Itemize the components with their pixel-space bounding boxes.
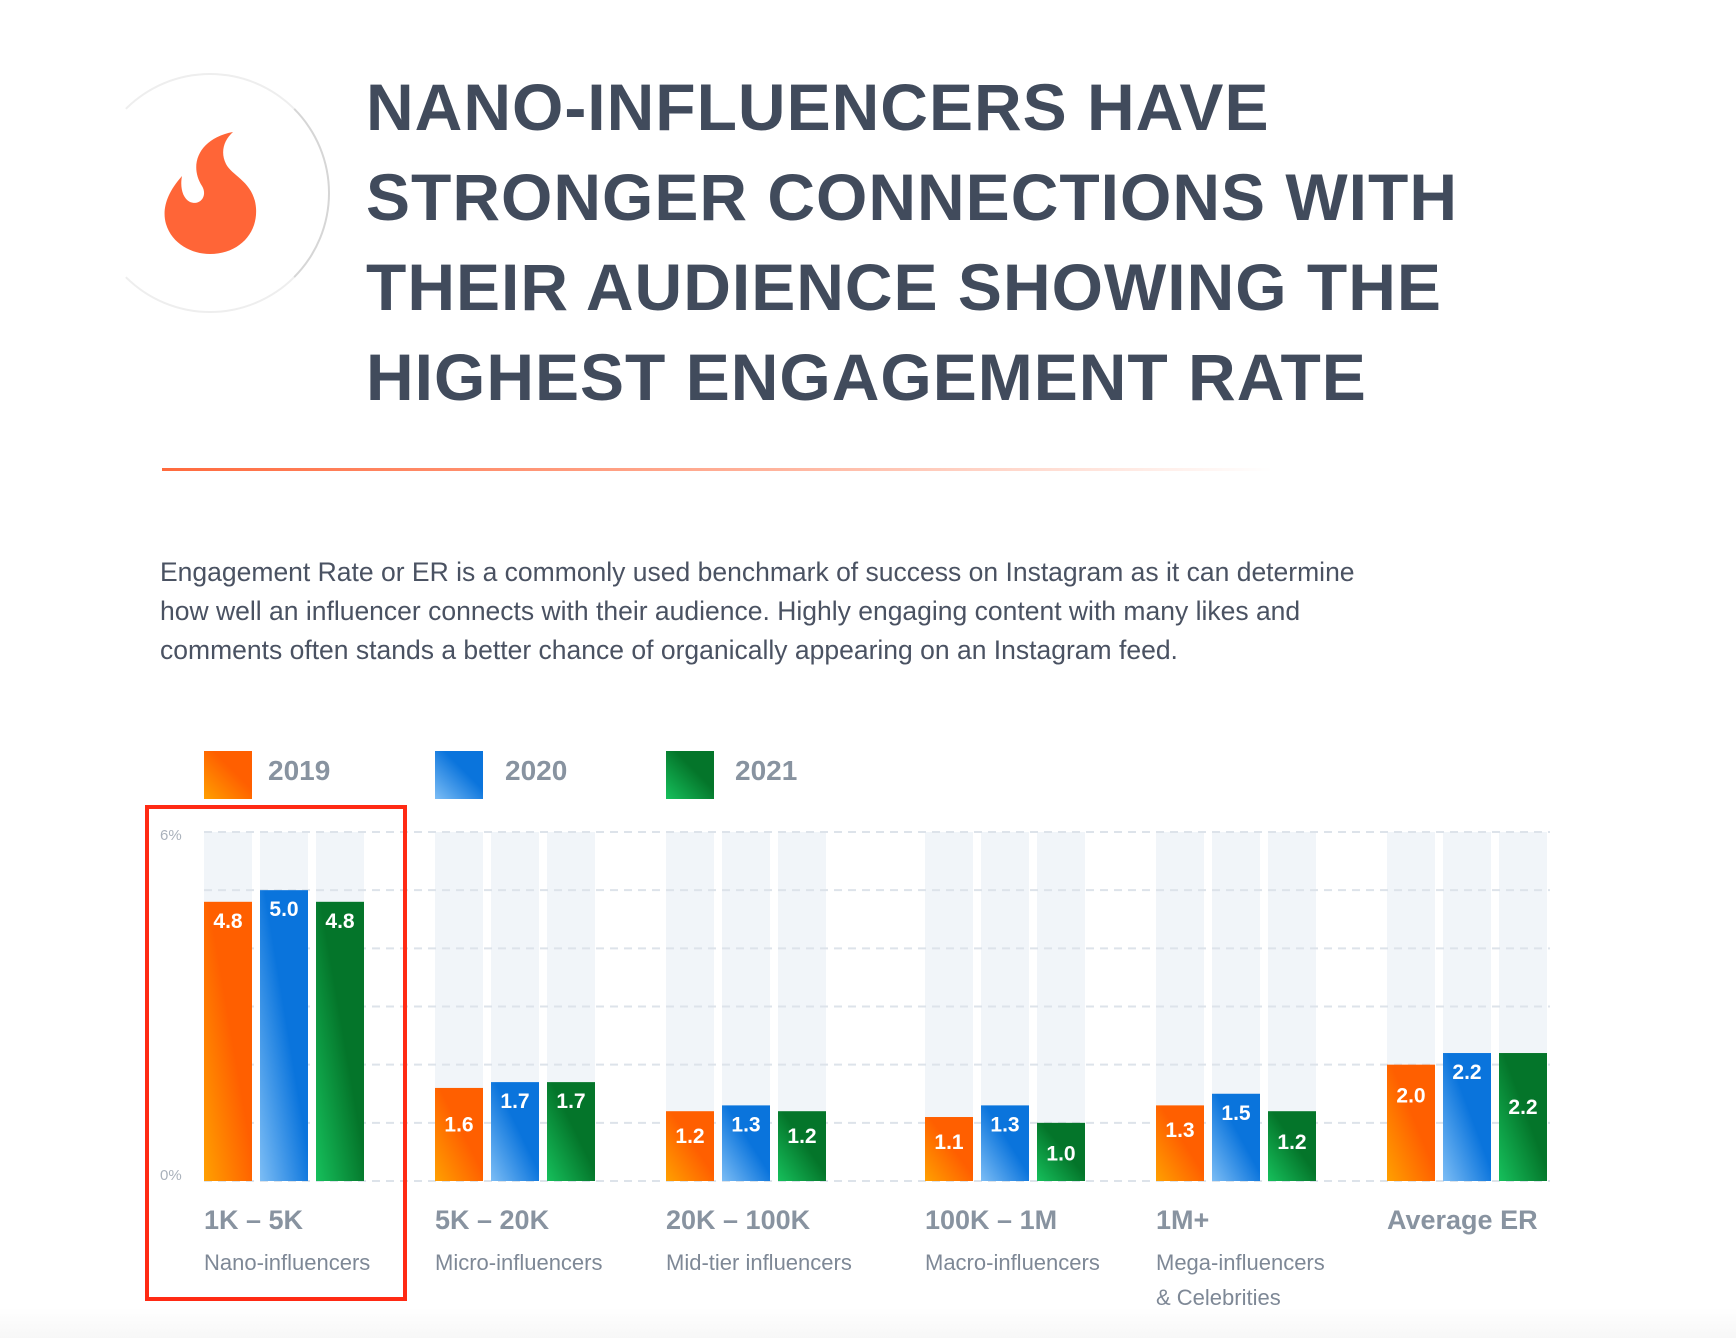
bar-value-label: 1.7: [500, 1090, 529, 1113]
title-line: STRONGER CONNECTIONS WITH: [366, 160, 1458, 234]
intro-line: how well an influencer connects with the…: [160, 596, 1301, 626]
category-subtitle: Mid-tier influencers: [666, 1245, 852, 1280]
flame-icon: [164, 132, 257, 254]
category-subtitle: Micro-influencers: [435, 1245, 603, 1280]
bar-2021-5: [1499, 1053, 1547, 1181]
bar-2019-4: [1156, 1105, 1204, 1181]
category-subtitle-line: & Celebrities: [1156, 1285, 1281, 1310]
bar-2021-1: [547, 1082, 595, 1181]
bar-2019-2: [666, 1111, 714, 1181]
legend-label-2021: 2021: [735, 755, 798, 786]
legend-swatch-2019: [204, 751, 252, 799]
category-label: 1K – 5K: [204, 1205, 304, 1235]
intro-line: comments often stands a better chance of…: [160, 635, 1178, 665]
category-label: 20K – 100K: [666, 1205, 811, 1235]
bar-2019-1: [435, 1087, 483, 1181]
bar-value-label: 2.2: [1452, 1061, 1481, 1084]
category-subtitle-line: Mid-tier influencers: [666, 1250, 852, 1275]
category-subtitle-line: Micro-influencers: [435, 1250, 603, 1275]
bar-2020-3: [981, 1105, 1029, 1181]
legend-swatch-2021: [666, 751, 714, 799]
title-line: THEIR AUDIENCE SHOWING THE: [366, 250, 1442, 324]
bar-value-label: 1.3: [990, 1113, 1019, 1136]
bar-value-label: 4.8: [213, 910, 243, 933]
bar-value-label: 1.1: [934, 1131, 964, 1154]
bar-2019-3: [925, 1117, 973, 1181]
bar-2021-4: [1268, 1111, 1316, 1181]
bar-2021-3: [1037, 1122, 1085, 1181]
bar-2021-0: [316, 901, 364, 1181]
category-subtitle-line: Mega-influencers: [1156, 1250, 1325, 1275]
category-subtitle: Nano-influencers: [204, 1245, 370, 1280]
intro-paragraph: Engagement Rate or ER is a commonly used…: [160, 553, 1580, 670]
icon-circle: [90, 73, 330, 313]
highlight-box: [145, 805, 407, 1301]
bar-2020-2: [722, 1105, 770, 1181]
bar-value-label: 1.5: [1221, 1102, 1251, 1125]
bar-value-label: 5.0: [269, 898, 298, 921]
bar-value-label: 1.3: [1165, 1119, 1194, 1142]
title-line: HIGHEST ENGAGEMENT RATE: [366, 340, 1367, 414]
bar-value-label: 4.8: [325, 910, 355, 933]
intro-line: Engagement Rate or ER is a commonly used…: [160, 557, 1355, 587]
page-title: NANO-INFLUENCERS HAVE STRONGER CONNECTIO…: [366, 62, 1666, 422]
legend-swatch-2020: [435, 751, 483, 799]
category-subtitle: Macro-influencers: [925, 1245, 1100, 1280]
legend-label-2019: 2019: [268, 755, 331, 786]
y-tick-label-6: 6%: [160, 827, 182, 844]
title-divider: [162, 468, 1272, 471]
bar-value-label: 1.2: [675, 1125, 704, 1148]
bar-value-label: 1.7: [556, 1090, 585, 1113]
bar-value-label: 2.0: [1396, 1084, 1425, 1107]
category-label: Average ER: [1387, 1205, 1538, 1235]
bar-value-label: 1.0: [1046, 1142, 1075, 1165]
bar-value-label: 2.2: [1508, 1096, 1537, 1119]
bar-value-label: 1.6: [444, 1113, 473, 1136]
category-subtitle: Mega-influencers & Celebrities: [1156, 1245, 1325, 1315]
category-label: 100K – 1M: [925, 1205, 1058, 1235]
bar-2019-0: [204, 901, 252, 1181]
bar-2020-4: [1212, 1093, 1260, 1181]
category-subtitle-line: Macro-influencers: [925, 1250, 1100, 1275]
y-tick-label-0: 0%: [160, 1167, 182, 1184]
bottom-fade: [0, 1308, 1736, 1338]
category-subtitle-line: Nano-influencers: [204, 1250, 371, 1275]
bar-value-label: 1.2: [787, 1125, 816, 1148]
bar-2020-1: [491, 1082, 539, 1181]
bar-2020-0: [260, 890, 308, 1181]
bar-2020-5: [1443, 1053, 1491, 1181]
bar-value-label: 1.2: [1277, 1131, 1306, 1154]
bar-2019-5: [1387, 1064, 1435, 1181]
category-label: 1M+: [1156, 1205, 1210, 1235]
bar-2021-2: [778, 1111, 826, 1181]
bar-value-label: 1.3: [731, 1113, 760, 1136]
title-line: NANO-INFLUENCERS HAVE: [366, 70, 1270, 144]
legend-label-2020: 2020: [505, 755, 568, 786]
category-label: 5K – 20K: [435, 1205, 550, 1235]
